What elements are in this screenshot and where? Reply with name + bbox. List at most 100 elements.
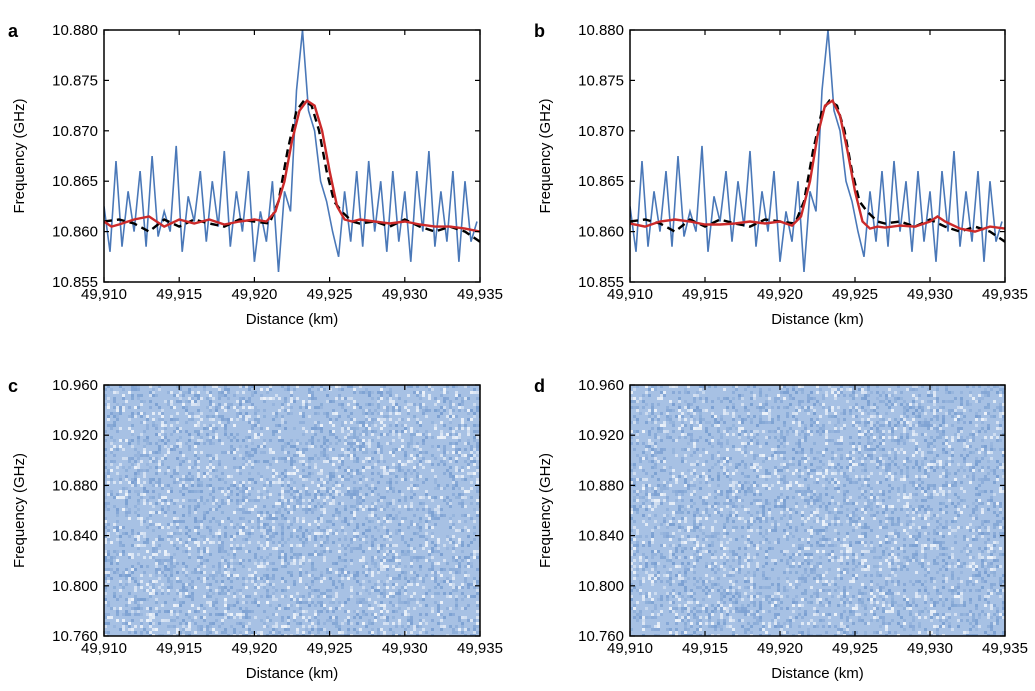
heatmap-cell <box>792 448 795 451</box>
heatmap-cell <box>284 445 287 448</box>
heatmap-cell <box>248 385 251 388</box>
heatmap-cell <box>242 481 245 484</box>
heatmap-cell <box>122 571 125 574</box>
heatmap-cell <box>449 475 452 478</box>
heatmap-cell <box>272 535 275 538</box>
heatmap-cell <box>188 490 191 493</box>
heatmap-cell <box>936 418 939 421</box>
heatmap-cell <box>269 484 272 487</box>
heatmap-cell <box>368 604 371 607</box>
heatmap-cell <box>293 490 296 493</box>
heatmap-cell <box>119 481 122 484</box>
heatmap-cell <box>236 499 239 502</box>
heatmap-cell <box>197 505 200 508</box>
heatmap-cell <box>185 541 188 544</box>
heatmap-cell <box>837 430 840 433</box>
heatmap-cell <box>461 592 464 595</box>
heatmap-cell <box>158 463 161 466</box>
heatmap-cell <box>386 553 389 556</box>
heatmap-cell <box>386 391 389 394</box>
heatmap-cell <box>461 469 464 472</box>
heatmap-cell <box>888 421 891 424</box>
panel-label-a: a <box>8 21 19 41</box>
heatmap-cell <box>858 436 861 439</box>
heatmap-cell <box>218 394 221 397</box>
heatmap-cell <box>326 496 329 499</box>
heatmap-cell <box>639 397 642 400</box>
heatmap-cell <box>798 388 801 391</box>
heatmap-cell <box>188 556 191 559</box>
heatmap-cell <box>251 391 254 394</box>
heatmap-cell <box>149 481 152 484</box>
heatmap-cell <box>413 547 416 550</box>
heatmap-cell <box>212 577 215 580</box>
heatmap-cell <box>909 427 912 430</box>
heatmap-cell <box>416 601 419 604</box>
heatmap-cell <box>464 628 467 631</box>
heatmap-cell <box>257 409 260 412</box>
heatmap-cell <box>155 466 158 469</box>
heatmap-cell <box>377 571 380 574</box>
heatmap-cell <box>407 487 410 490</box>
heatmap-cell <box>455 529 458 532</box>
heatmap-cell <box>131 394 134 397</box>
heatmap-cell <box>350 520 353 523</box>
heatmap-cell <box>648 445 651 448</box>
heatmap-cell <box>879 448 882 451</box>
heatmap-cell <box>326 487 329 490</box>
heatmap-cell <box>116 529 119 532</box>
heatmap-cell <box>137 457 140 460</box>
heatmap-cell <box>461 421 464 424</box>
heatmap-cell <box>281 535 284 538</box>
heatmap-cell <box>470 475 473 478</box>
heatmap-cell <box>807 433 810 436</box>
heatmap-cell <box>374 409 377 412</box>
heatmap-cell <box>317 502 320 505</box>
heatmap-cell <box>651 385 654 388</box>
heatmap-cell <box>443 499 446 502</box>
heatmap-cell <box>431 526 434 529</box>
heatmap-cell <box>443 445 446 448</box>
heatmap-cell <box>155 502 158 505</box>
heatmap-cell <box>942 430 945 433</box>
heatmap-cell <box>278 523 281 526</box>
heatmap-cell <box>326 532 329 535</box>
heatmap-cell <box>191 391 194 394</box>
heatmap-cell <box>933 448 936 451</box>
heatmap-cell <box>834 391 837 394</box>
heatmap-cell <box>218 403 221 406</box>
heatmap-cell <box>912 439 915 442</box>
heatmap-cell <box>245 607 248 610</box>
heatmap-cell <box>185 475 188 478</box>
heatmap-cell <box>248 421 251 424</box>
heatmap-cell <box>654 388 657 391</box>
heatmap-cell <box>251 526 254 529</box>
heatmap-cell <box>215 598 218 601</box>
heatmap-cell <box>404 406 407 409</box>
heatmap-cell <box>140 634 143 636</box>
heatmap-cell <box>362 439 365 442</box>
heatmap-cell <box>440 625 443 628</box>
heatmap-cell <box>452 430 455 433</box>
heatmap-cell <box>422 496 425 499</box>
heatmap-cell <box>302 400 305 403</box>
heatmap-cell <box>464 424 467 427</box>
heatmap-cell <box>323 592 326 595</box>
heatmap-cell <box>329 589 332 592</box>
heatmap-cell <box>446 496 449 499</box>
heatmap-cell <box>756 430 759 433</box>
heatmap-cell <box>945 451 948 454</box>
heatmap-cell <box>927 400 930 403</box>
heatmap-cell <box>879 394 882 397</box>
heatmap-cell <box>921 409 924 412</box>
heatmap-cell <box>236 598 239 601</box>
heatmap-cell <box>714 415 717 418</box>
heatmap-cell <box>786 442 789 445</box>
heatmap-cell <box>293 583 296 586</box>
heatmap-cell <box>272 505 275 508</box>
heatmap-cell <box>684 433 687 436</box>
heatmap-cell <box>128 439 131 442</box>
heatmap-cell <box>131 445 134 448</box>
heatmap-cell <box>726 448 729 451</box>
heatmap-cell <box>410 484 413 487</box>
